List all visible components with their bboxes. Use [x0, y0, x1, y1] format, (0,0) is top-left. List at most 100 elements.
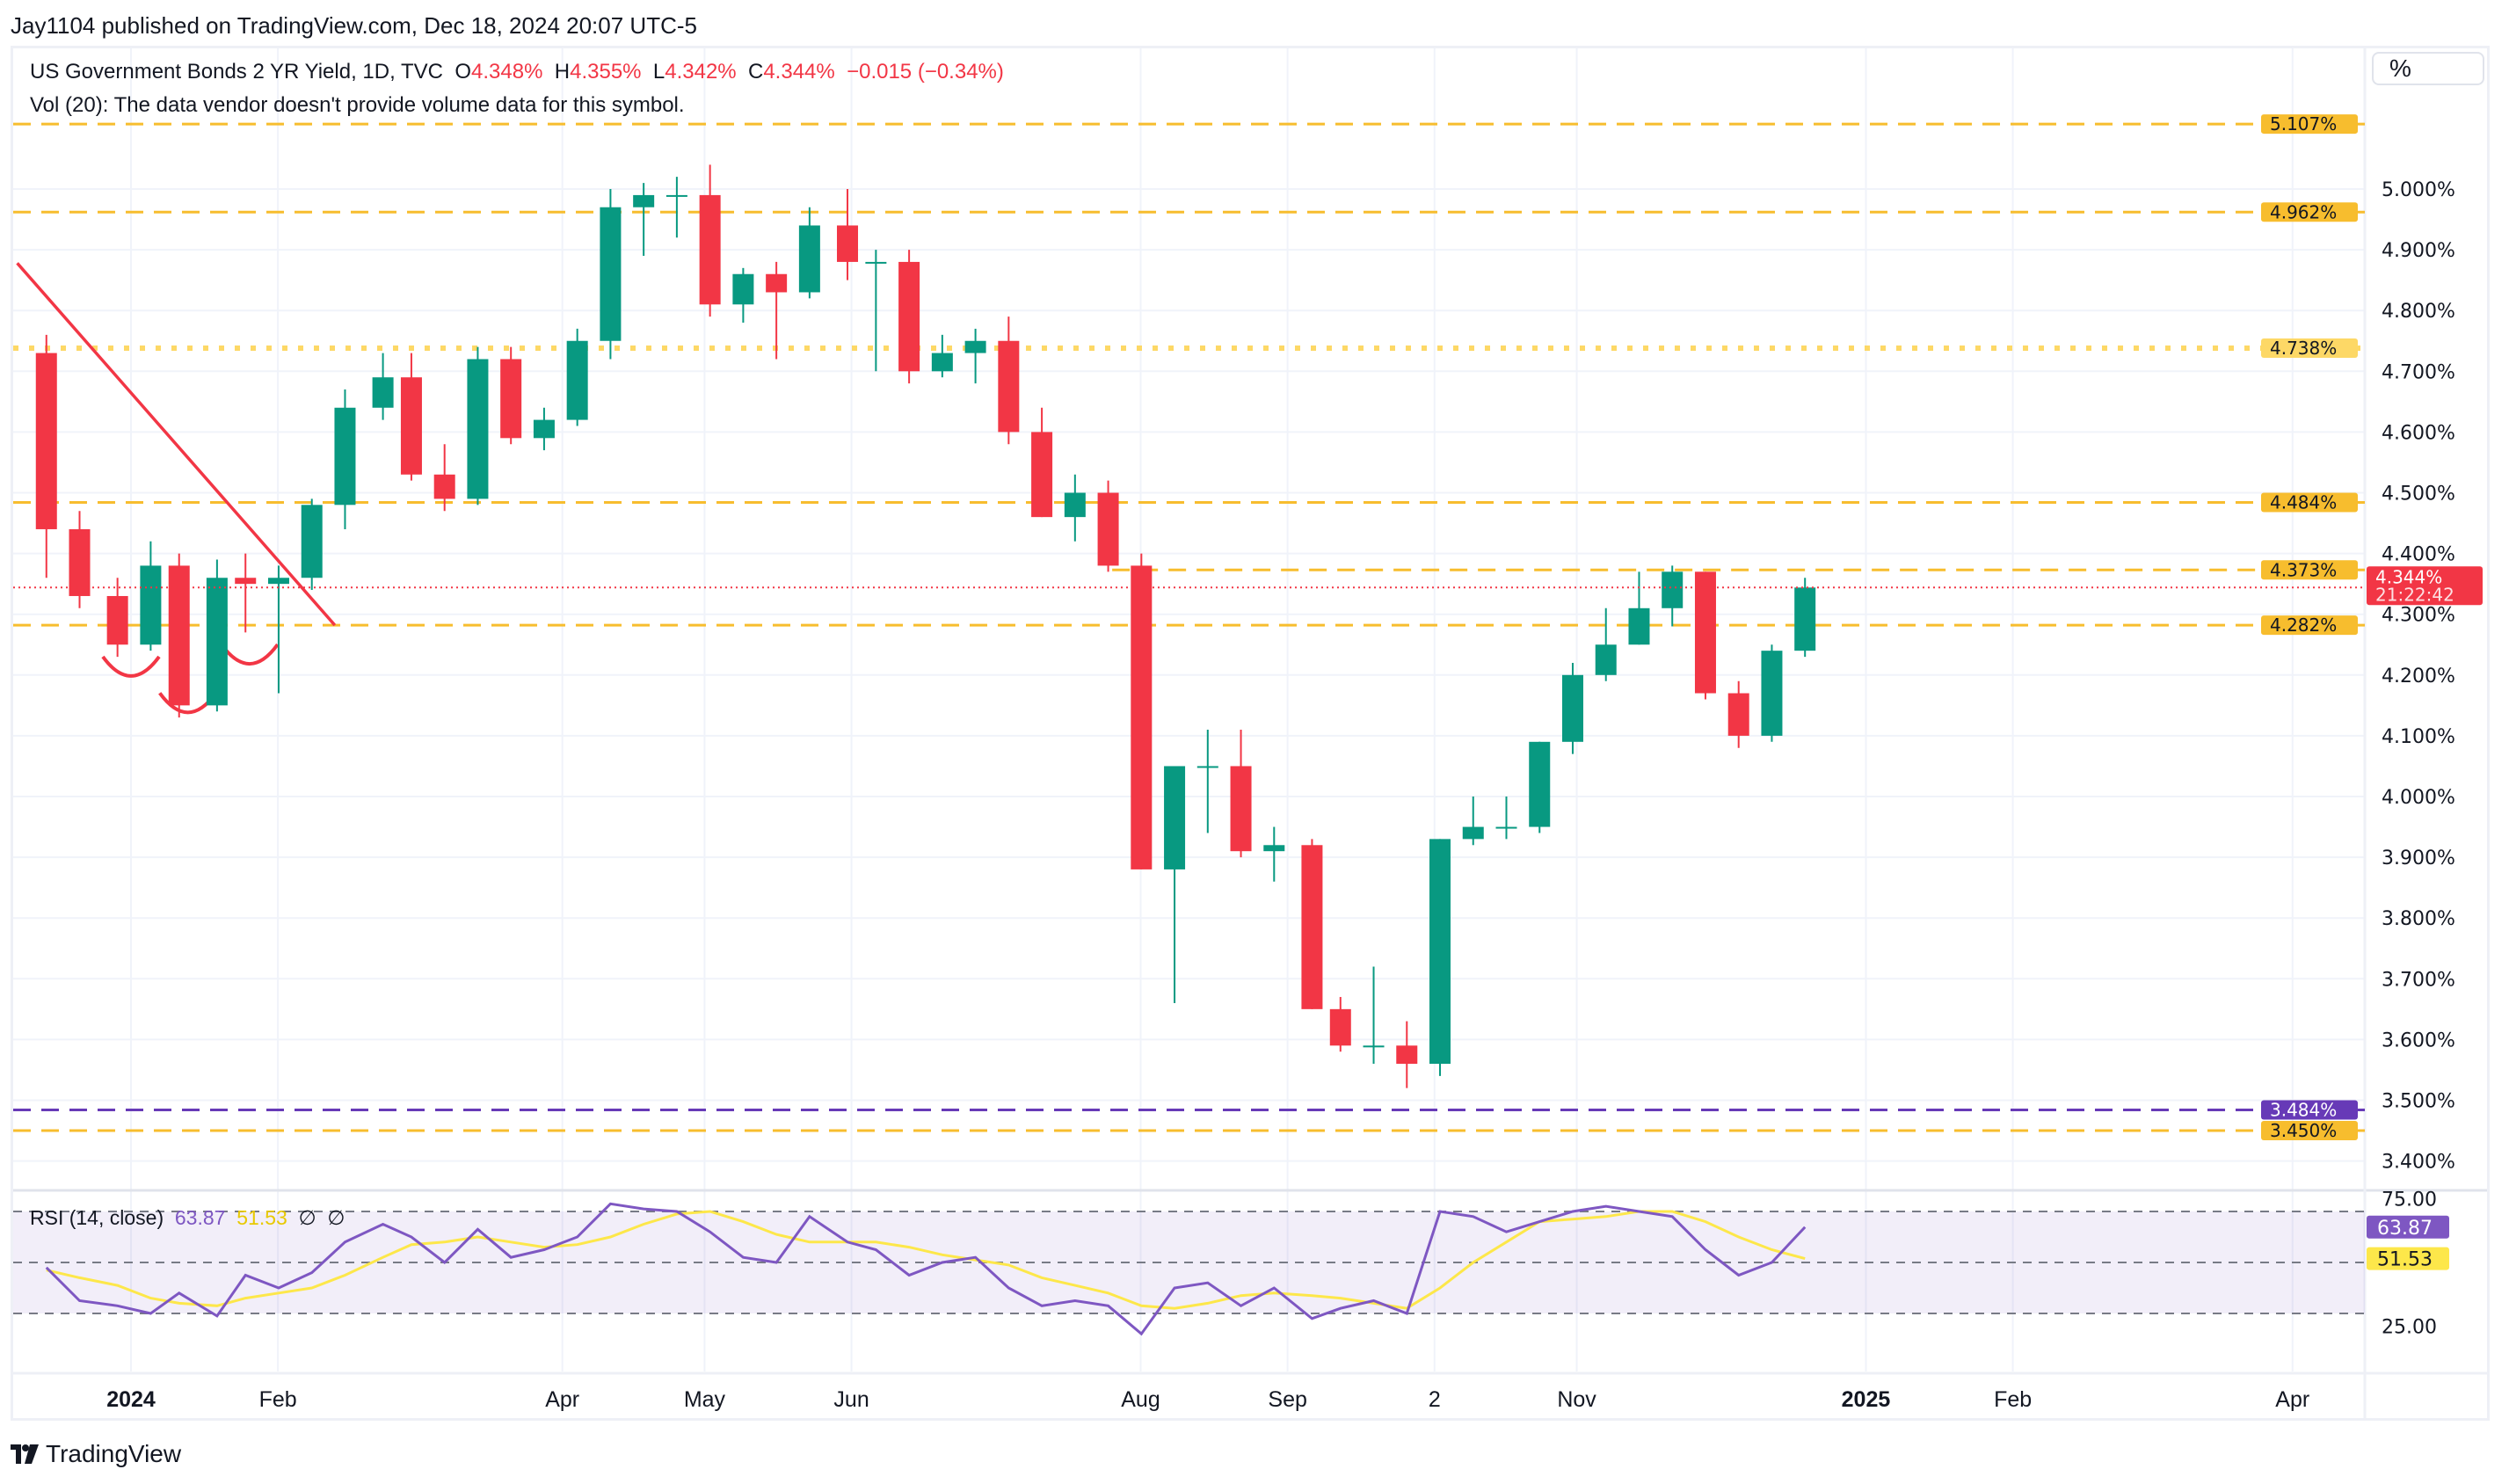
candle	[433, 444, 455, 512]
time-axis-label: Feb	[1994, 1387, 2032, 1412]
price-axis-label: 4.500%	[2382, 484, 2455, 506]
candle	[699, 164, 721, 317]
candle-body	[1628, 607, 1650, 645]
last-price-badge: 4.344%21:22:42	[2367, 566, 2483, 606]
time-axis-label: Aug	[1121, 1387, 1160, 1412]
candle-body	[168, 565, 190, 706]
candle	[301, 498, 323, 591]
candle-body	[600, 207, 622, 341]
candle-body	[267, 578, 289, 585]
badge-label: 4.373%	[2270, 559, 2337, 580]
candle-body	[106, 595, 128, 645]
rsi-title[interactable]: RSI (14, close)	[30, 1206, 164, 1229]
level-price-badge: 4.962%	[2261, 201, 2358, 222]
candle	[168, 553, 190, 718]
candle-body	[1031, 432, 1053, 518]
rsi-ma-line	[46, 1210, 1806, 1310]
price-axis-label: 3.500%	[2382, 1091, 2455, 1113]
rsi-value-badge: 63.87	[2367, 1215, 2449, 1240]
candle-body	[1694, 571, 1716, 694]
time-axis-label: Jun	[833, 1387, 869, 1412]
candle-body	[1064, 492, 1086, 518]
candle	[1462, 797, 1484, 846]
candle	[732, 267, 754, 324]
tradingview-logo-icon	[11, 1444, 39, 1464]
price-axis-label: 3.400%	[2382, 1152, 2455, 1174]
price-axis-label: 4.600%	[2382, 422, 2455, 444]
rsi-empty-value-2: ∅	[327, 1206, 345, 1229]
candle-body	[665, 194, 687, 197]
rsi-axis-label: 25.00	[2382, 1317, 2437, 1339]
candle	[1662, 565, 1684, 627]
candle	[1164, 766, 1186, 1003]
candle	[140, 541, 162, 651]
rsi-axis-label: 75.00	[2382, 1189, 2437, 1211]
time-axis-label: Sep	[1268, 1387, 1306, 1412]
volume-note: Vol (20): The data vendor doesn't provid…	[30, 93, 685, 117]
candle	[566, 328, 588, 426]
candle-body	[1495, 826, 1517, 829]
candle-body	[1131, 565, 1153, 869]
time-axis-label: Apr	[2275, 1387, 2309, 1412]
candle	[633, 183, 655, 257]
level-price-badge: 4.282%	[2261, 615, 2358, 636]
badge-label: 4.738%	[2270, 338, 2337, 359]
badge-background	[2367, 1215, 2449, 1239]
candle	[533, 407, 555, 451]
time-axis-label: 2	[1429, 1387, 1441, 1412]
candle-body	[1329, 1008, 1351, 1046]
candle	[69, 511, 91, 608]
candle-body	[206, 578, 228, 706]
candle-body	[865, 261, 887, 264]
candle	[837, 189, 859, 280]
price-axis-label: 3.700%	[2382, 969, 2455, 991]
tradingview-logo[interactable]: TradingView	[11, 1440, 181, 1468]
annotation-arc	[101, 655, 161, 678]
rsi-line	[45, 1202, 1807, 1336]
candle	[372, 353, 394, 420]
countdown-label: 21:22:42	[2375, 584, 2454, 605]
candle	[106, 578, 128, 658]
level-price-badge: 3.450%	[2261, 1120, 2358, 1141]
rsi-legend: RSI (14, close) 63.87 51.53 ∅ ∅	[30, 1206, 345, 1230]
badge-label: 5.107%	[2270, 113, 2337, 135]
high-label: H	[554, 60, 571, 84]
rsi-ma-badge-label: 51.53	[2377, 1249, 2433, 1271]
time-axis-label: May	[684, 1387, 726, 1412]
candle-body	[1794, 587, 1816, 651]
percent-scale-button[interactable]: %	[2372, 52, 2484, 85]
candle-body	[566, 340, 588, 420]
price-axis-label: 3.800%	[2382, 908, 2455, 930]
candle-body	[732, 273, 754, 305]
candle-body	[1301, 845, 1323, 1009]
candle	[1131, 553, 1153, 869]
candle	[334, 389, 356, 529]
candle-body	[1761, 651, 1783, 736]
candle	[1031, 407, 1053, 518]
candle	[931, 334, 953, 378]
candle-body	[235, 578, 257, 585]
change-value: −0.015 (−0.34%)	[847, 60, 1004, 84]
candle	[766, 261, 788, 360]
price-axis-label: 4.700%	[2382, 361, 2455, 383]
candle-body	[998, 340, 1020, 433]
symbol-title[interactable]: US Government Bonds 2 YR Yield, 1D, TVC	[30, 60, 444, 84]
price-axis-label: 4.100%	[2382, 726, 2455, 748]
low-value: 4.342%	[665, 60, 737, 84]
candle	[964, 328, 986, 384]
badge-background	[2261, 202, 2358, 222]
badge-label: 3.450%	[2270, 1120, 2337, 1141]
candle-body	[372, 377, 394, 408]
badge-background	[2367, 1247, 2449, 1270]
candle	[467, 346, 489, 506]
candle	[1595, 607, 1617, 681]
candle	[1263, 826, 1285, 882]
candle-body	[301, 505, 323, 578]
candle	[1727, 680, 1749, 748]
badge-background	[2261, 1100, 2358, 1120]
price-axis-label: 4.200%	[2382, 666, 2455, 687]
candle	[1761, 644, 1783, 742]
badge-background	[2261, 1121, 2358, 1141]
candle	[35, 334, 57, 578]
